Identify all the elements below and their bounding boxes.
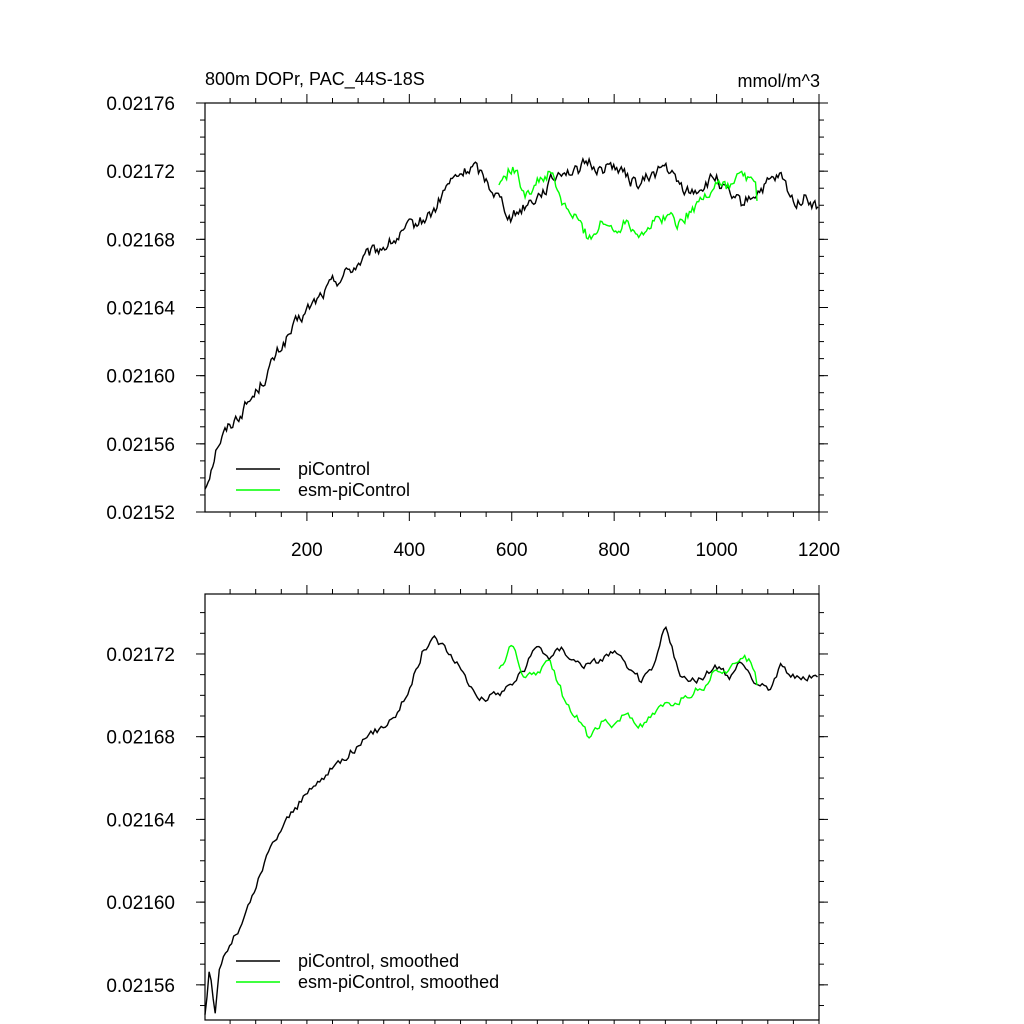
- y-tick-label: 0.02176: [106, 94, 175, 115]
- y-tick-label: 0.02160: [106, 893, 175, 914]
- x-tick-label: 800: [598, 540, 630, 561]
- y-tick-label: 0.02156: [106, 976, 175, 997]
- legend-label-esm-picontrol-smoothed: esm-piControl, smoothed: [298, 972, 499, 992]
- top-units-label: mmol/m^3: [738, 71, 820, 91]
- bottom-y-tick-labels: 0.02156 0.02160 0.02164 0.02168 0.02172: [106, 645, 175, 997]
- x-tick-label: 1000: [695, 540, 737, 561]
- top-plot-frame: [204, 102, 820, 513]
- y-tick-label: 0.02152: [106, 503, 175, 524]
- series-line-picontrol-smoothed: [204, 625, 818, 1015]
- x-tick-label: 1200: [798, 540, 840, 561]
- x-tick-label: 600: [496, 540, 528, 561]
- top-series-group: [204, 156, 819, 490]
- y-tick-label: 0.02164: [106, 299, 175, 320]
- series-line-esm-picontrol-smoothed: [498, 644, 758, 739]
- top-panel: 800m DOPr, PAC_44S-18S mmol/m^3 0.021520…: [106, 69, 840, 561]
- legend-label-esm-picontrol: esm-piControl: [298, 480, 410, 500]
- top-y-tick-labels: 0.02152 0.02156 0.02160 0.02164 0.02168 0.021…: [106, 94, 175, 524]
- legend-label-picontrol-smoothed: piControl, smoothed: [298, 951, 459, 971]
- bottom-axis-ticks: [196, 585, 828, 1024]
- y-tick-label: 0.02164: [106, 810, 175, 831]
- series-line-picontrol: [204, 156, 819, 490]
- x-tick-label: 400: [393, 540, 425, 561]
- y-tick-label: 0.02156: [106, 435, 175, 456]
- bottom-series-group: [204, 625, 818, 1015]
- y-tick-label: 0.02160: [106, 367, 175, 388]
- top-x-tick-labels: 200 400 600 800 1000 1200: [291, 540, 840, 561]
- series-line-esm-picontrol: [498, 166, 758, 241]
- y-tick-label: 0.02168: [106, 728, 175, 749]
- x-tick-label: 200: [291, 540, 323, 561]
- bottom-legend: piControl, smoothed esm-piControl, smoot…: [236, 951, 499, 992]
- y-tick-label: 0.02172: [106, 162, 175, 183]
- legend-label-picontrol: piControl: [298, 459, 370, 479]
- top-axis-ticks: [196, 94, 828, 521]
- top-chart-title: 800m DOPr, PAC_44S-18S: [205, 69, 425, 90]
- y-tick-label: 0.02172: [106, 645, 175, 666]
- top-legend: piControl esm-piControl: [236, 459, 410, 500]
- bottom-panel: 0.02156 0.02160 0.02164 0.02168 0.02172 piCo…: [106, 585, 828, 1024]
- bottom-plot-frame: [204, 593, 820, 1021]
- y-tick-label: 0.02168: [106, 230, 175, 251]
